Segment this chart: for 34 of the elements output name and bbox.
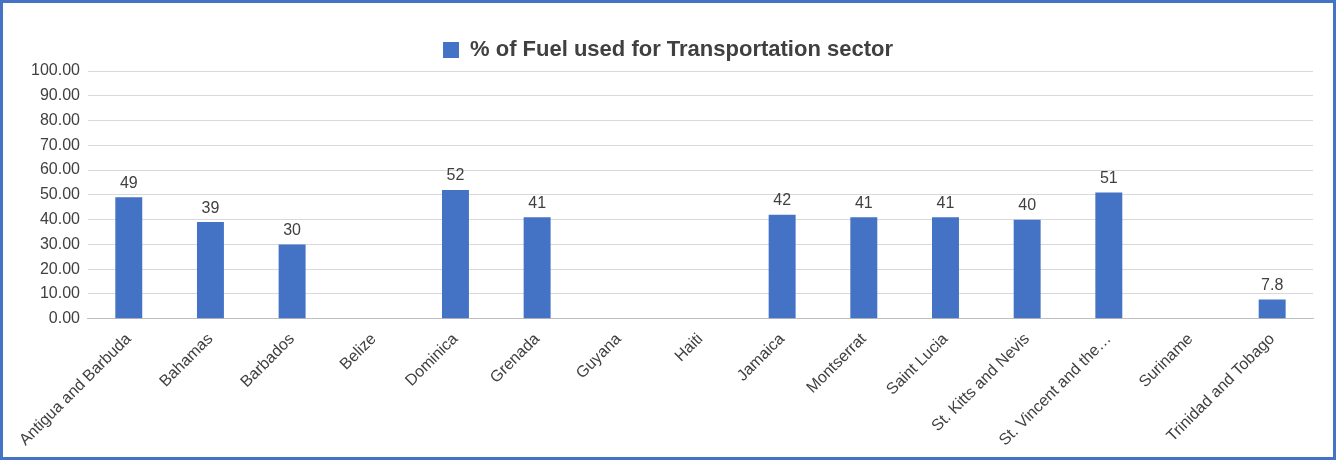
bar	[441, 189, 469, 319]
y-tick-label: 80.00	[39, 110, 81, 128]
bar	[1013, 219, 1041, 319]
legend-label: % of Fuel used for Transportation sector	[470, 36, 894, 62]
bar	[1258, 299, 1286, 319]
bar	[278, 244, 306, 319]
y-tick-label: 60.00	[39, 160, 81, 178]
data-label: 41	[936, 193, 955, 211]
y-tick-label: 70.00	[39, 135, 81, 153]
data-label: 51	[1099, 168, 1118, 186]
data-label: 42	[773, 191, 792, 209]
bar	[932, 217, 959, 319]
data-label: 39	[201, 198, 220, 216]
y-tick-label: 50.00	[39, 185, 81, 203]
data-label: 7.8	[1261, 275, 1284, 293]
y-tick-label: 100.00	[31, 61, 81, 79]
y-tick-label: 20.00	[39, 259, 81, 277]
y-tick-label: 0.00	[48, 309, 81, 327]
data-label: 49	[119, 173, 138, 191]
data-label: 52	[446, 166, 465, 184]
y-tick-label: 40.00	[39, 210, 81, 228]
data-label: 40	[1018, 196, 1037, 214]
y-tick-label: 90.00	[39, 86, 81, 104]
bar	[115, 197, 143, 319]
bar	[196, 222, 224, 319]
y-tick-label: 10.00	[39, 284, 81, 302]
data-label: 41	[528, 193, 547, 211]
data-label: 30	[283, 220, 302, 238]
data-label: 41	[854, 193, 873, 211]
bar	[768, 214, 796, 319]
bar	[850, 217, 878, 319]
y-tick-label: 30.00	[39, 234, 81, 252]
bar	[523, 217, 551, 319]
bar	[1095, 192, 1123, 319]
